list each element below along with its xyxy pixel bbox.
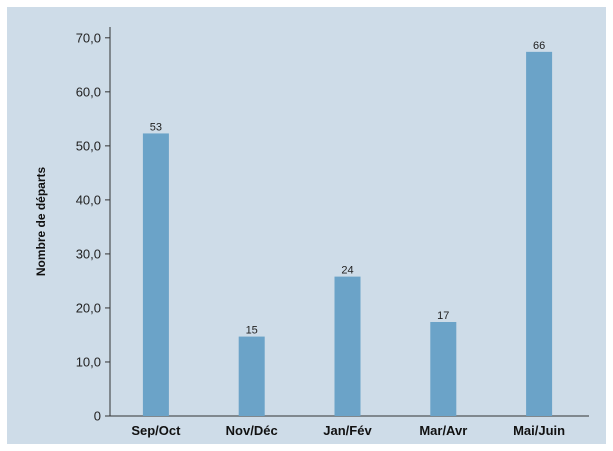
y-tick-label: 0 <box>94 409 101 424</box>
bar-4 <box>526 51 553 416</box>
category-label-1: Nov/Déc <box>226 423 278 438</box>
category-label-3: Mar/Avr <box>419 423 467 438</box>
chart-panel: 0 10,0 20,0 30,0 40,0 50,0 60,0 70,0 53 15 24 17 66… <box>7 7 606 444</box>
data-label-3: 17 <box>437 310 449 322</box>
y-axis-title: Nombre de départs <box>34 166 48 276</box>
data-label-0: 53 <box>150 121 162 133</box>
bar-chart: 0 10,0 20,0 30,0 40,0 50,0 60,0 70,0 53 15 24 17 66… <box>7 7 606 444</box>
y-ticks: 0 10,0 20,0 30,0 40,0 50,0 60,0 70,0 <box>76 30 110 424</box>
y-tick-label: 50,0 <box>76 138 101 153</box>
y-tick-label: 70,0 <box>76 30 101 45</box>
y-tick-label: 30,0 <box>76 246 101 261</box>
category-label-4: Mai/Juin <box>513 423 565 438</box>
bar-3 <box>430 321 457 416</box>
bar-0 <box>142 133 169 416</box>
data-labels: 53 15 24 17 66 <box>150 40 545 337</box>
bar-2 <box>334 276 361 416</box>
category-label-2: Jan/Fév <box>323 423 372 438</box>
bars <box>142 51 553 416</box>
bar-1 <box>238 336 265 416</box>
y-tick-label: 60,0 <box>76 84 101 99</box>
category-label-0: Sep/Oct <box>131 423 181 438</box>
y-tick-label: 20,0 <box>76 300 101 315</box>
y-tick-label: 10,0 <box>76 354 101 369</box>
data-label-1: 15 <box>246 325 258 337</box>
data-label-2: 24 <box>341 265 353 277</box>
data-label-4: 66 <box>533 40 545 52</box>
y-tick-label: 40,0 <box>76 192 101 207</box>
category-labels: Sep/Oct Nov/Déc Jan/Fév Mar/Avr Mai/Juin <box>131 423 565 438</box>
